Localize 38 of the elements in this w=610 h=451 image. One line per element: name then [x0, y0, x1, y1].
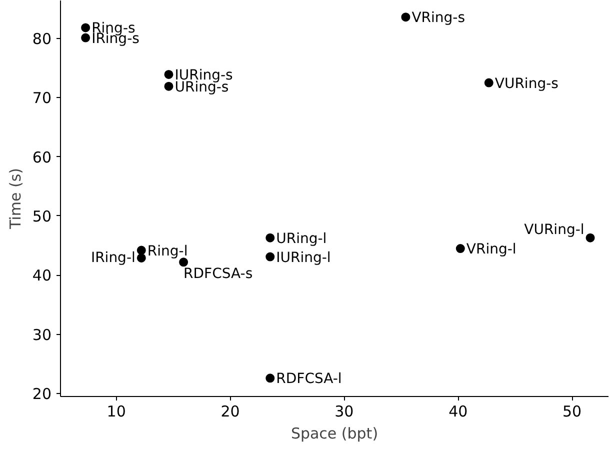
y-tick-label: 30: [32, 326, 52, 344]
annotation: VRing-s: [412, 10, 466, 26]
point: [266, 374, 275, 383]
point: [586, 233, 595, 242]
annotation: URing-l: [276, 230, 327, 247]
point: [456, 244, 465, 254]
point: [164, 70, 174, 79]
y-tick-label: 80: [32, 30, 52, 48]
x-tick-label: 30: [334, 402, 354, 420]
point: [266, 252, 275, 262]
point: [179, 258, 188, 267]
x-tick-label: 20: [220, 402, 240, 420]
annotation: Ring-l: [147, 243, 188, 260]
point: [484, 78, 494, 88]
annotation: VURing-l: [524, 222, 584, 238]
y-tick-label: 50: [32, 207, 52, 226]
point: [401, 12, 410, 22]
x-tick-label: 10: [106, 402, 126, 420]
x-axis-title: Space (bpt): [290, 424, 378, 442]
y-tick-label: 60: [32, 148, 52, 166]
annotation: IRing-l: [90, 250, 136, 266]
y-tick-label: 40: [32, 266, 52, 285]
annotation: RDFCSA-s: [184, 266, 253, 282]
annotation: VRing-l: [466, 242, 516, 258]
annotation: RDFCSA-l: [276, 371, 342, 388]
y-tick-label: 20: [32, 385, 52, 404]
point: [136, 253, 146, 262]
point: [136, 246, 146, 255]
y-tick-label: 70: [32, 89, 52, 108]
y-axis-title: Time (s): [6, 168, 24, 230]
point: [81, 33, 90, 42]
x-tick-label: 40: [448, 402, 468, 420]
x-tick-label: 50: [562, 402, 582, 420]
annotation: IURing-l: [276, 250, 331, 266]
point: [81, 23, 90, 32]
point: [164, 82, 174, 91]
annotation: VURing-s: [494, 76, 558, 92]
point: [266, 233, 275, 242]
